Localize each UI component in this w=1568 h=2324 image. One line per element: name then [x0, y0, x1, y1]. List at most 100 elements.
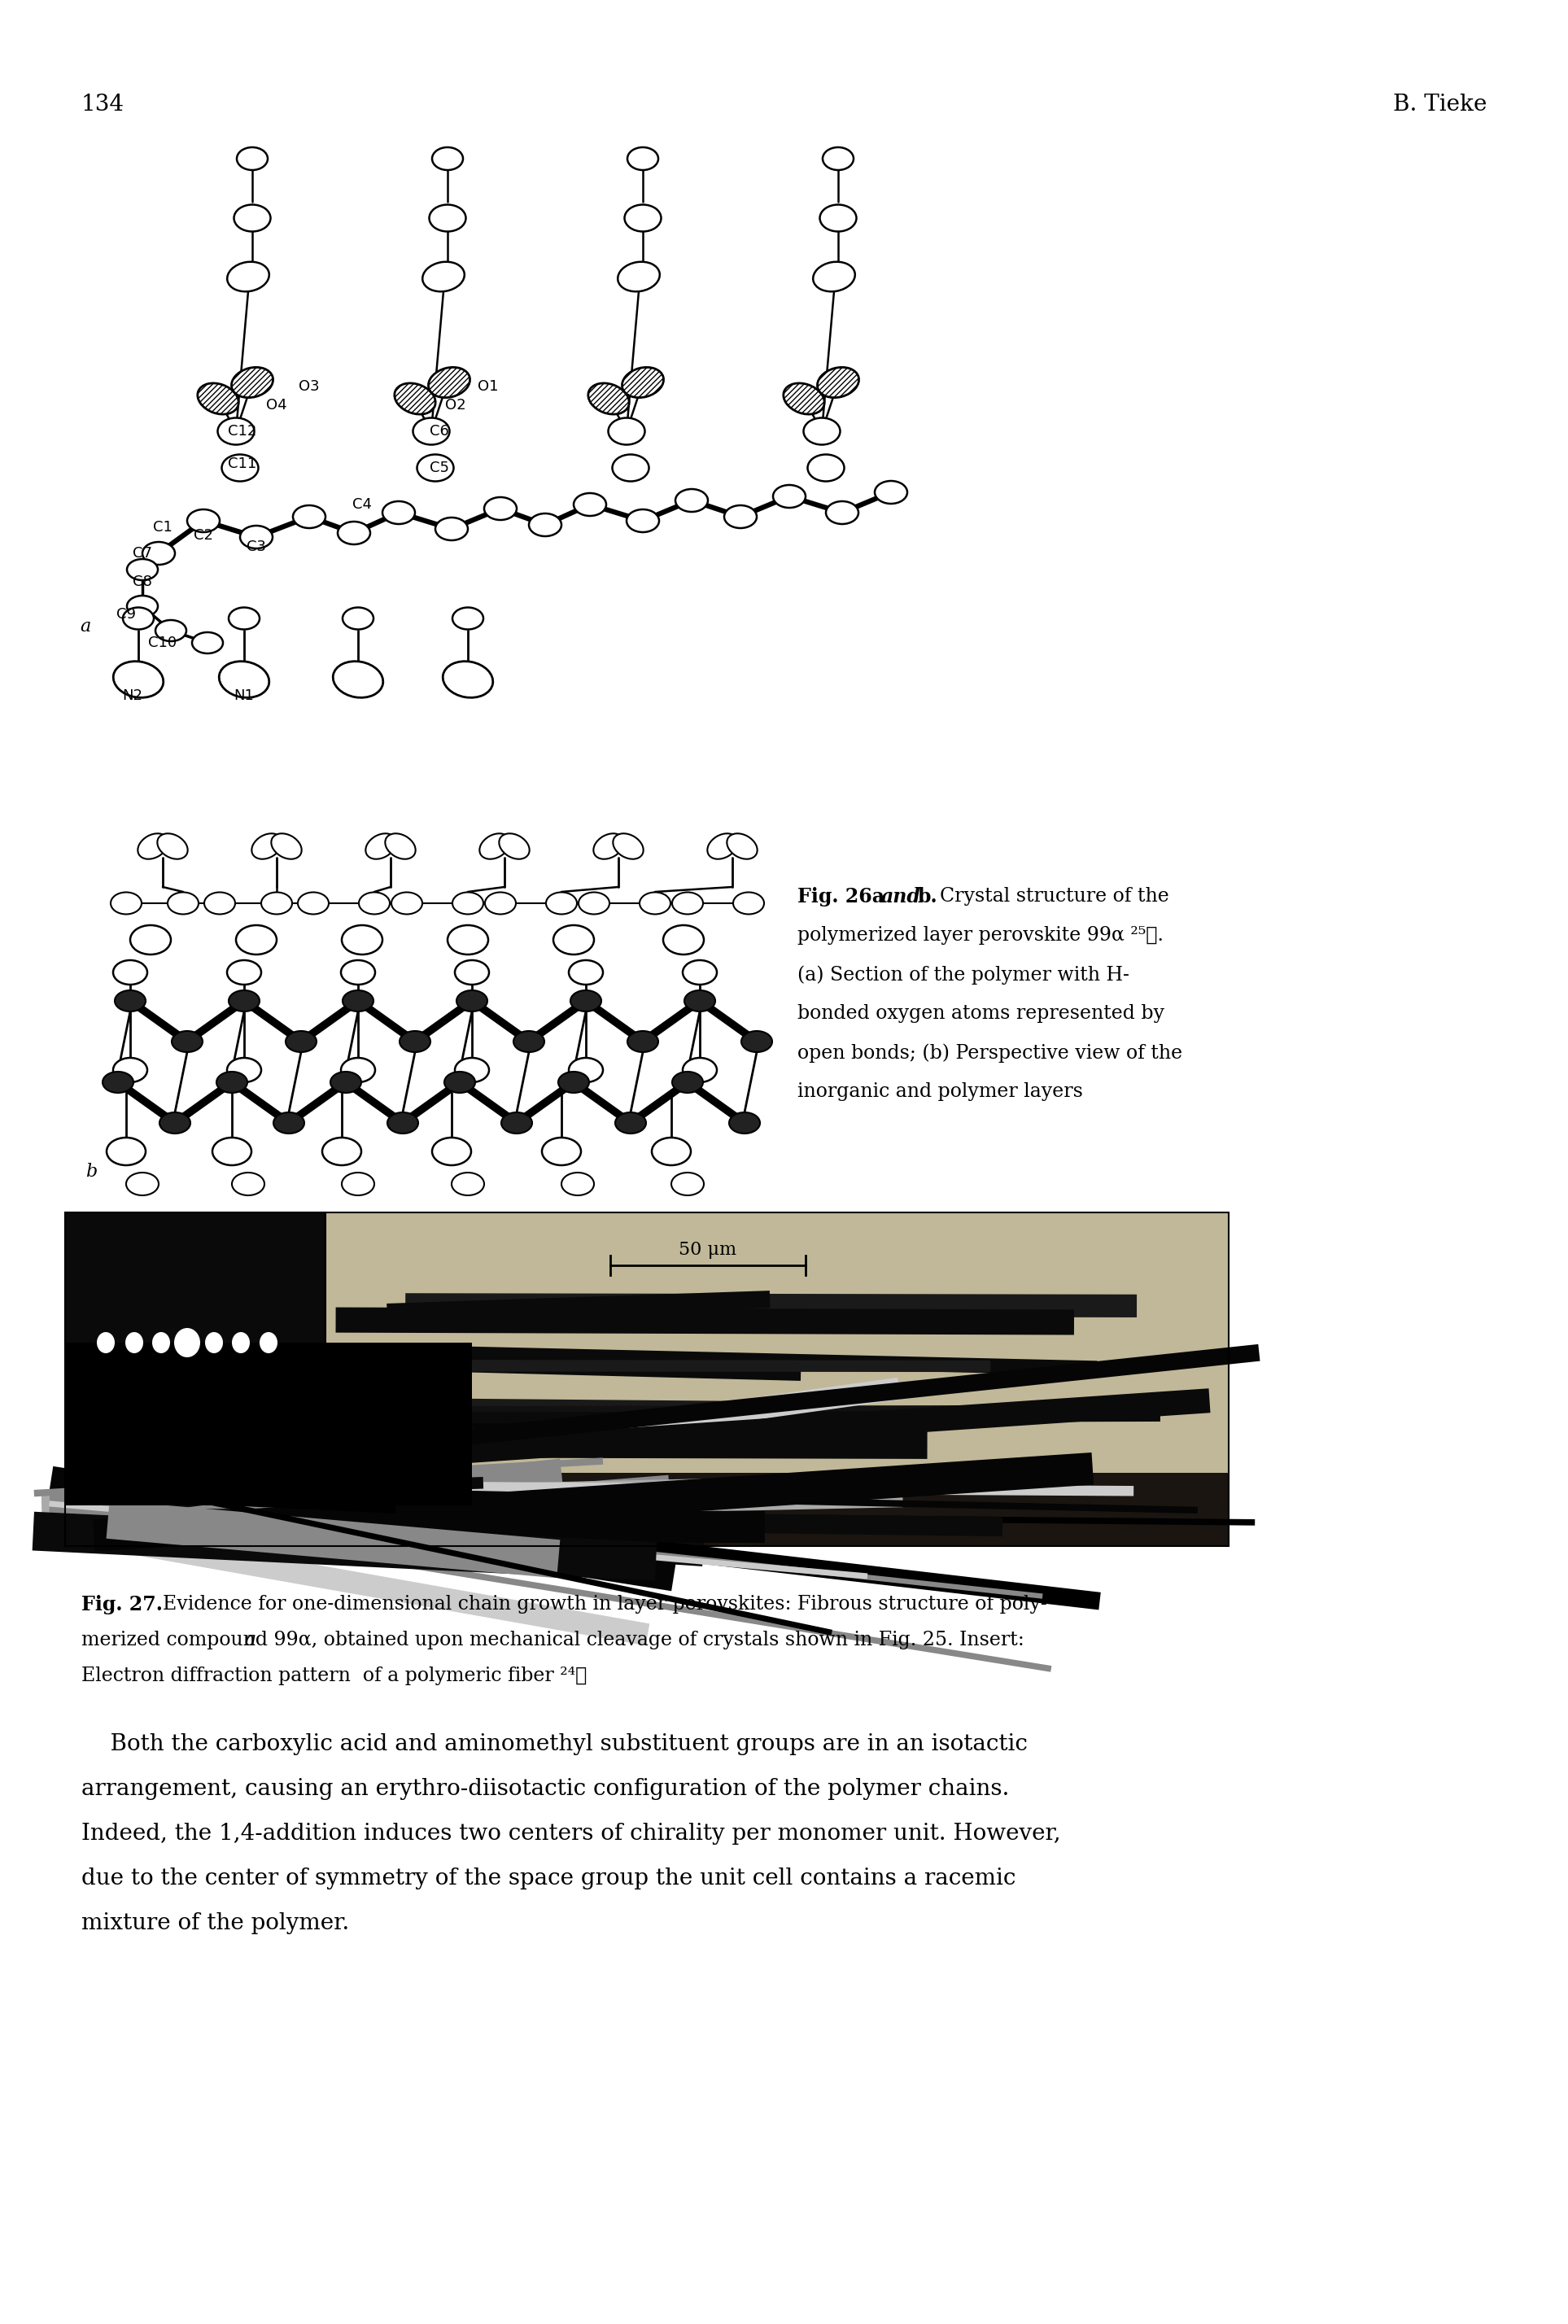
Text: Electron diffraction pattern  of a polymeric fiber ²⁴⧣: Electron diffraction pattern of a polyme…: [82, 1666, 586, 1685]
Ellipse shape: [204, 892, 235, 913]
Ellipse shape: [422, 263, 464, 290]
Ellipse shape: [218, 418, 254, 444]
Text: open bonds; (b) Perspective view of the: open bonds; (b) Perspective view of the: [798, 1043, 1182, 1062]
Ellipse shape: [574, 493, 607, 516]
Ellipse shape: [227, 960, 262, 985]
Ellipse shape: [262, 892, 292, 913]
Bar: [66, 1213, 326, 1473]
Text: Both the carboxylic acid and aminomethyl substituent groups are in an isotactic: Both the carboxylic acid and aminomethyl…: [82, 1734, 1027, 1755]
Ellipse shape: [615, 1113, 646, 1134]
Ellipse shape: [198, 383, 238, 414]
Ellipse shape: [417, 456, 453, 481]
Ellipse shape: [174, 1327, 201, 1357]
Ellipse shape: [97, 1332, 114, 1353]
Text: arrangement, causing an erythro-diisotactic configuration of the polymer chains.: arrangement, causing an erythro-diisotac…: [82, 1778, 1010, 1801]
Ellipse shape: [652, 1136, 691, 1164]
Text: O4: O4: [267, 397, 287, 414]
Ellipse shape: [728, 834, 757, 860]
Ellipse shape: [171, 1032, 202, 1053]
Ellipse shape: [237, 146, 268, 170]
Ellipse shape: [229, 990, 260, 1011]
Ellipse shape: [340, 960, 375, 985]
Ellipse shape: [561, 1174, 594, 1195]
Ellipse shape: [502, 1113, 532, 1134]
Text: C6: C6: [430, 423, 448, 439]
Ellipse shape: [125, 1332, 143, 1353]
Ellipse shape: [365, 834, 397, 860]
Ellipse shape: [613, 456, 649, 481]
Text: merized compound 99α, obtained upon mechanical cleavage of crystals shown in Fig: merized compound 99α, obtained upon mech…: [82, 1631, 1024, 1650]
Ellipse shape: [820, 205, 856, 232]
Ellipse shape: [436, 518, 467, 539]
Text: C10: C10: [149, 634, 177, 651]
Ellipse shape: [558, 1071, 590, 1092]
Ellipse shape: [359, 892, 390, 913]
Ellipse shape: [111, 892, 141, 913]
Ellipse shape: [179, 1332, 196, 1353]
Ellipse shape: [673, 1071, 702, 1092]
Ellipse shape: [569, 1057, 604, 1083]
Ellipse shape: [293, 504, 326, 528]
Ellipse shape: [430, 205, 466, 232]
Ellipse shape: [113, 1057, 147, 1083]
Ellipse shape: [114, 990, 146, 1011]
Ellipse shape: [386, 834, 416, 860]
Ellipse shape: [627, 1032, 659, 1053]
Ellipse shape: [452, 1174, 485, 1195]
Ellipse shape: [400, 1032, 431, 1053]
Text: O2: O2: [445, 397, 466, 414]
Ellipse shape: [593, 834, 624, 860]
Text: a: a: [245, 1631, 256, 1650]
Ellipse shape: [285, 1032, 317, 1053]
Ellipse shape: [588, 383, 629, 414]
Text: C11: C11: [227, 456, 257, 472]
Text: mixture of the polymer.: mixture of the polymer.: [82, 1913, 350, 1934]
Ellipse shape: [395, 383, 436, 414]
Text: Indeed, the 1,4-addition induces two centers of chirality per monomer unit. Howe: Indeed, the 1,4-addition induces two cen…: [82, 1822, 1062, 1845]
Bar: [66, 1213, 1229, 1545]
Ellipse shape: [337, 521, 370, 544]
Text: O3: O3: [299, 379, 320, 393]
Ellipse shape: [803, 418, 840, 444]
Ellipse shape: [125, 1174, 158, 1195]
Ellipse shape: [724, 504, 757, 528]
Ellipse shape: [234, 205, 271, 232]
Ellipse shape: [546, 892, 577, 913]
Ellipse shape: [235, 925, 276, 955]
Ellipse shape: [455, 960, 489, 985]
Ellipse shape: [734, 892, 764, 913]
Ellipse shape: [240, 525, 273, 548]
Ellipse shape: [127, 595, 158, 616]
Text: 50 μm: 50 μm: [679, 1241, 737, 1260]
Ellipse shape: [624, 205, 662, 232]
Text: B. Tieke: B. Tieke: [1392, 93, 1486, 116]
Text: O1: O1: [478, 379, 499, 393]
Ellipse shape: [808, 456, 844, 481]
Ellipse shape: [323, 1136, 361, 1164]
Ellipse shape: [618, 263, 660, 290]
Ellipse shape: [433, 146, 463, 170]
Ellipse shape: [499, 834, 530, 860]
Ellipse shape: [569, 960, 604, 985]
Ellipse shape: [613, 834, 643, 860]
Text: polymerized layer perovskite 99α ²⁵⧣.: polymerized layer perovskite 99α ²⁵⧣.: [798, 925, 1163, 946]
Ellipse shape: [205, 1332, 223, 1353]
Ellipse shape: [442, 662, 492, 697]
Ellipse shape: [729, 1113, 760, 1134]
Ellipse shape: [342, 925, 383, 955]
Ellipse shape: [138, 834, 168, 860]
Ellipse shape: [212, 1136, 251, 1164]
Ellipse shape: [216, 1071, 248, 1092]
Text: C9: C9: [116, 607, 136, 623]
Ellipse shape: [875, 481, 908, 504]
Bar: [326, 1213, 1229, 1473]
Text: C12: C12: [227, 423, 257, 439]
Ellipse shape: [622, 367, 663, 397]
Ellipse shape: [485, 892, 516, 913]
Ellipse shape: [455, 1057, 489, 1083]
Bar: [66, 1343, 309, 1464]
Ellipse shape: [340, 1057, 375, 1083]
Ellipse shape: [152, 1332, 169, 1353]
Ellipse shape: [412, 418, 450, 444]
Text: Crystal structure of the: Crystal structure of the: [939, 888, 1170, 906]
